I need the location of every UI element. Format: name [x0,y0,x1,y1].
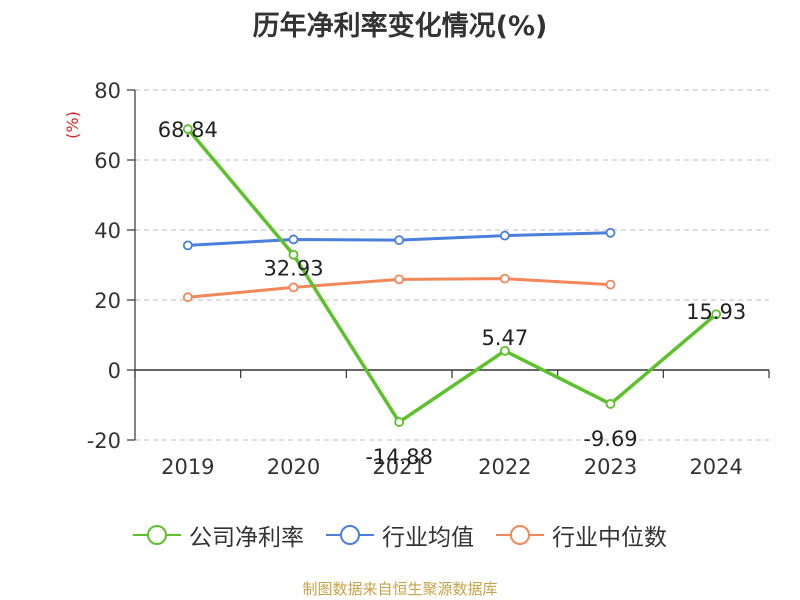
data-point [605,399,616,409]
data-label: -9.69 [583,427,637,451]
legend: 公司净利率 行业均值 行业中位数 [0,518,800,552]
data-point [711,309,722,320]
data-point [499,345,510,356]
legend-swatch-icon [496,525,544,545]
data-label: -14.88 [365,445,433,469]
data-point [182,240,193,251]
data-point [288,249,299,260]
legend-item[interactable]: 行业中位数 [496,518,667,552]
data-point [288,282,299,293]
x-tick-label: 2019 [161,455,214,479]
y-tick-label: 40 [94,219,121,243]
y-axis-label: (%) [63,111,82,139]
y-tick-label: 80 [94,79,121,103]
data-point [605,227,616,238]
data-point [499,273,510,284]
x-tick-label: 2023 [584,455,637,479]
x-tick-label: 2022 [478,455,531,479]
legend-swatch-icon [326,525,374,545]
data-label: 32.93 [263,257,323,281]
data-point [394,417,405,427]
x-tick-label: 2020 [267,455,320,479]
data-point [499,230,510,241]
chart-title: 历年净利率变化情况(%) [252,11,548,42]
data-point [605,279,616,290]
x-tick-label: 2024 [689,455,742,479]
legend-swatch-icon [133,525,181,545]
legend-item[interactable]: 公司净利率 [133,518,304,552]
y-tick-label: 20 [94,289,121,313]
data-point [288,234,299,245]
legend-item[interactable]: 行业均值 [326,518,474,552]
x-tick-label: 2021 [372,455,425,479]
y-tick-label: -20 [87,429,121,453]
data-point [394,274,405,285]
data-point [182,124,193,134]
source-note: 制图数据来自恒生聚源数据库 [302,580,498,598]
data-label: 68.84 [158,118,218,142]
y-tick-label: 60 [94,149,121,173]
data-label: 15.93 [686,300,746,324]
legend-label: 行业中位数 [552,525,667,551]
legend-label: 行业均值 [382,525,474,551]
legend-label: 公司净利率 [189,525,304,551]
series-line [186,127,718,424]
data-label: 5.47 [481,326,528,350]
data-point [394,235,405,246]
data-point [182,292,193,303]
y-tick-label: 0 [108,359,121,383]
